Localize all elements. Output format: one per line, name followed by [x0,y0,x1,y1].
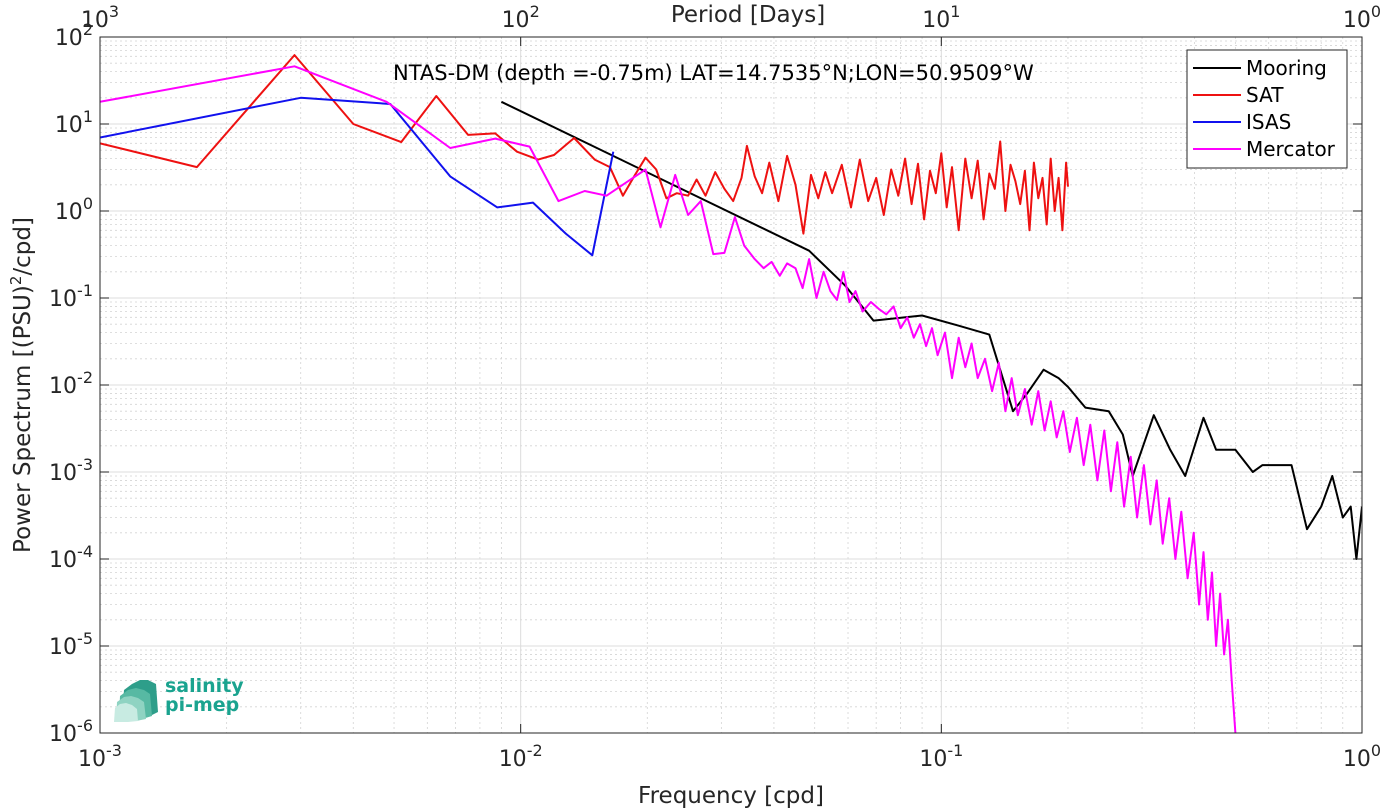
tick-marks [99,36,1363,734]
salinity-pi-mep-logo: salinity pi-mep [114,675,244,722]
series-line-sat [100,54,1069,235]
legend: Mooring SAT ISAS Mercator [1186,49,1348,169]
series-layer [100,54,1362,733]
x-tick-label: 10-2 [499,741,543,772]
y-tick-label: 10-6 [49,716,93,747]
x-tick-labels: 10-3 10-2 10-1 100 [78,741,1381,772]
y-axis-title: Power Spectrum [(PSU)2/cpd] [7,217,36,553]
top-tick-label: 102 [502,2,540,33]
series-line-mercator [100,65,1237,733]
top-tick-label: 101 [922,2,960,33]
wave-logo-icon [114,680,158,722]
y-tick-labels: 102 101 100 10-1 10-2 10-3 10-4 10-5 10-6 [49,20,93,747]
top-axis-title: Period [Days] [671,2,825,28]
series-line-isas [100,96,615,257]
y-tick-label: 10-3 [49,455,93,486]
y-tick-label: 10-1 [49,281,93,312]
legend-label-mercator: Mercator [1246,137,1336,161]
y-tick-label: 10-2 [49,368,93,399]
x-tick-label: 10-3 [78,741,122,772]
x-axis-title: Frequency [cpd] [638,783,824,809]
chart-title: NTAS-DM (depth =-0.75m) LAT=14.7535°N;LO… [393,61,1034,85]
legend-label-mooring: Mooring [1246,56,1327,80]
y-tick-label: 10-4 [49,542,93,573]
y-tick-label: 102 [55,20,93,51]
y-tick-label: 101 [55,107,93,138]
y-tick-label: 100 [55,194,93,225]
legend-label-sat: SAT [1246,83,1284,107]
logo-text-line2: pi-mep [165,694,239,716]
minor-grid [100,37,1362,733]
top-tick-labels: 103 102 101 100 [81,2,1381,33]
legend-label-isas: ISAS [1246,110,1291,134]
top-tick-label: 100 [1343,2,1381,33]
logo-text-line1: salinity [165,675,244,697]
x-tick-label: 10-1 [919,741,963,772]
top-tick-label: 103 [81,2,119,33]
y-tick-label: 10-5 [49,629,93,660]
series-line-mooring [500,100,1362,560]
x-tick-label: 100 [1343,741,1381,772]
